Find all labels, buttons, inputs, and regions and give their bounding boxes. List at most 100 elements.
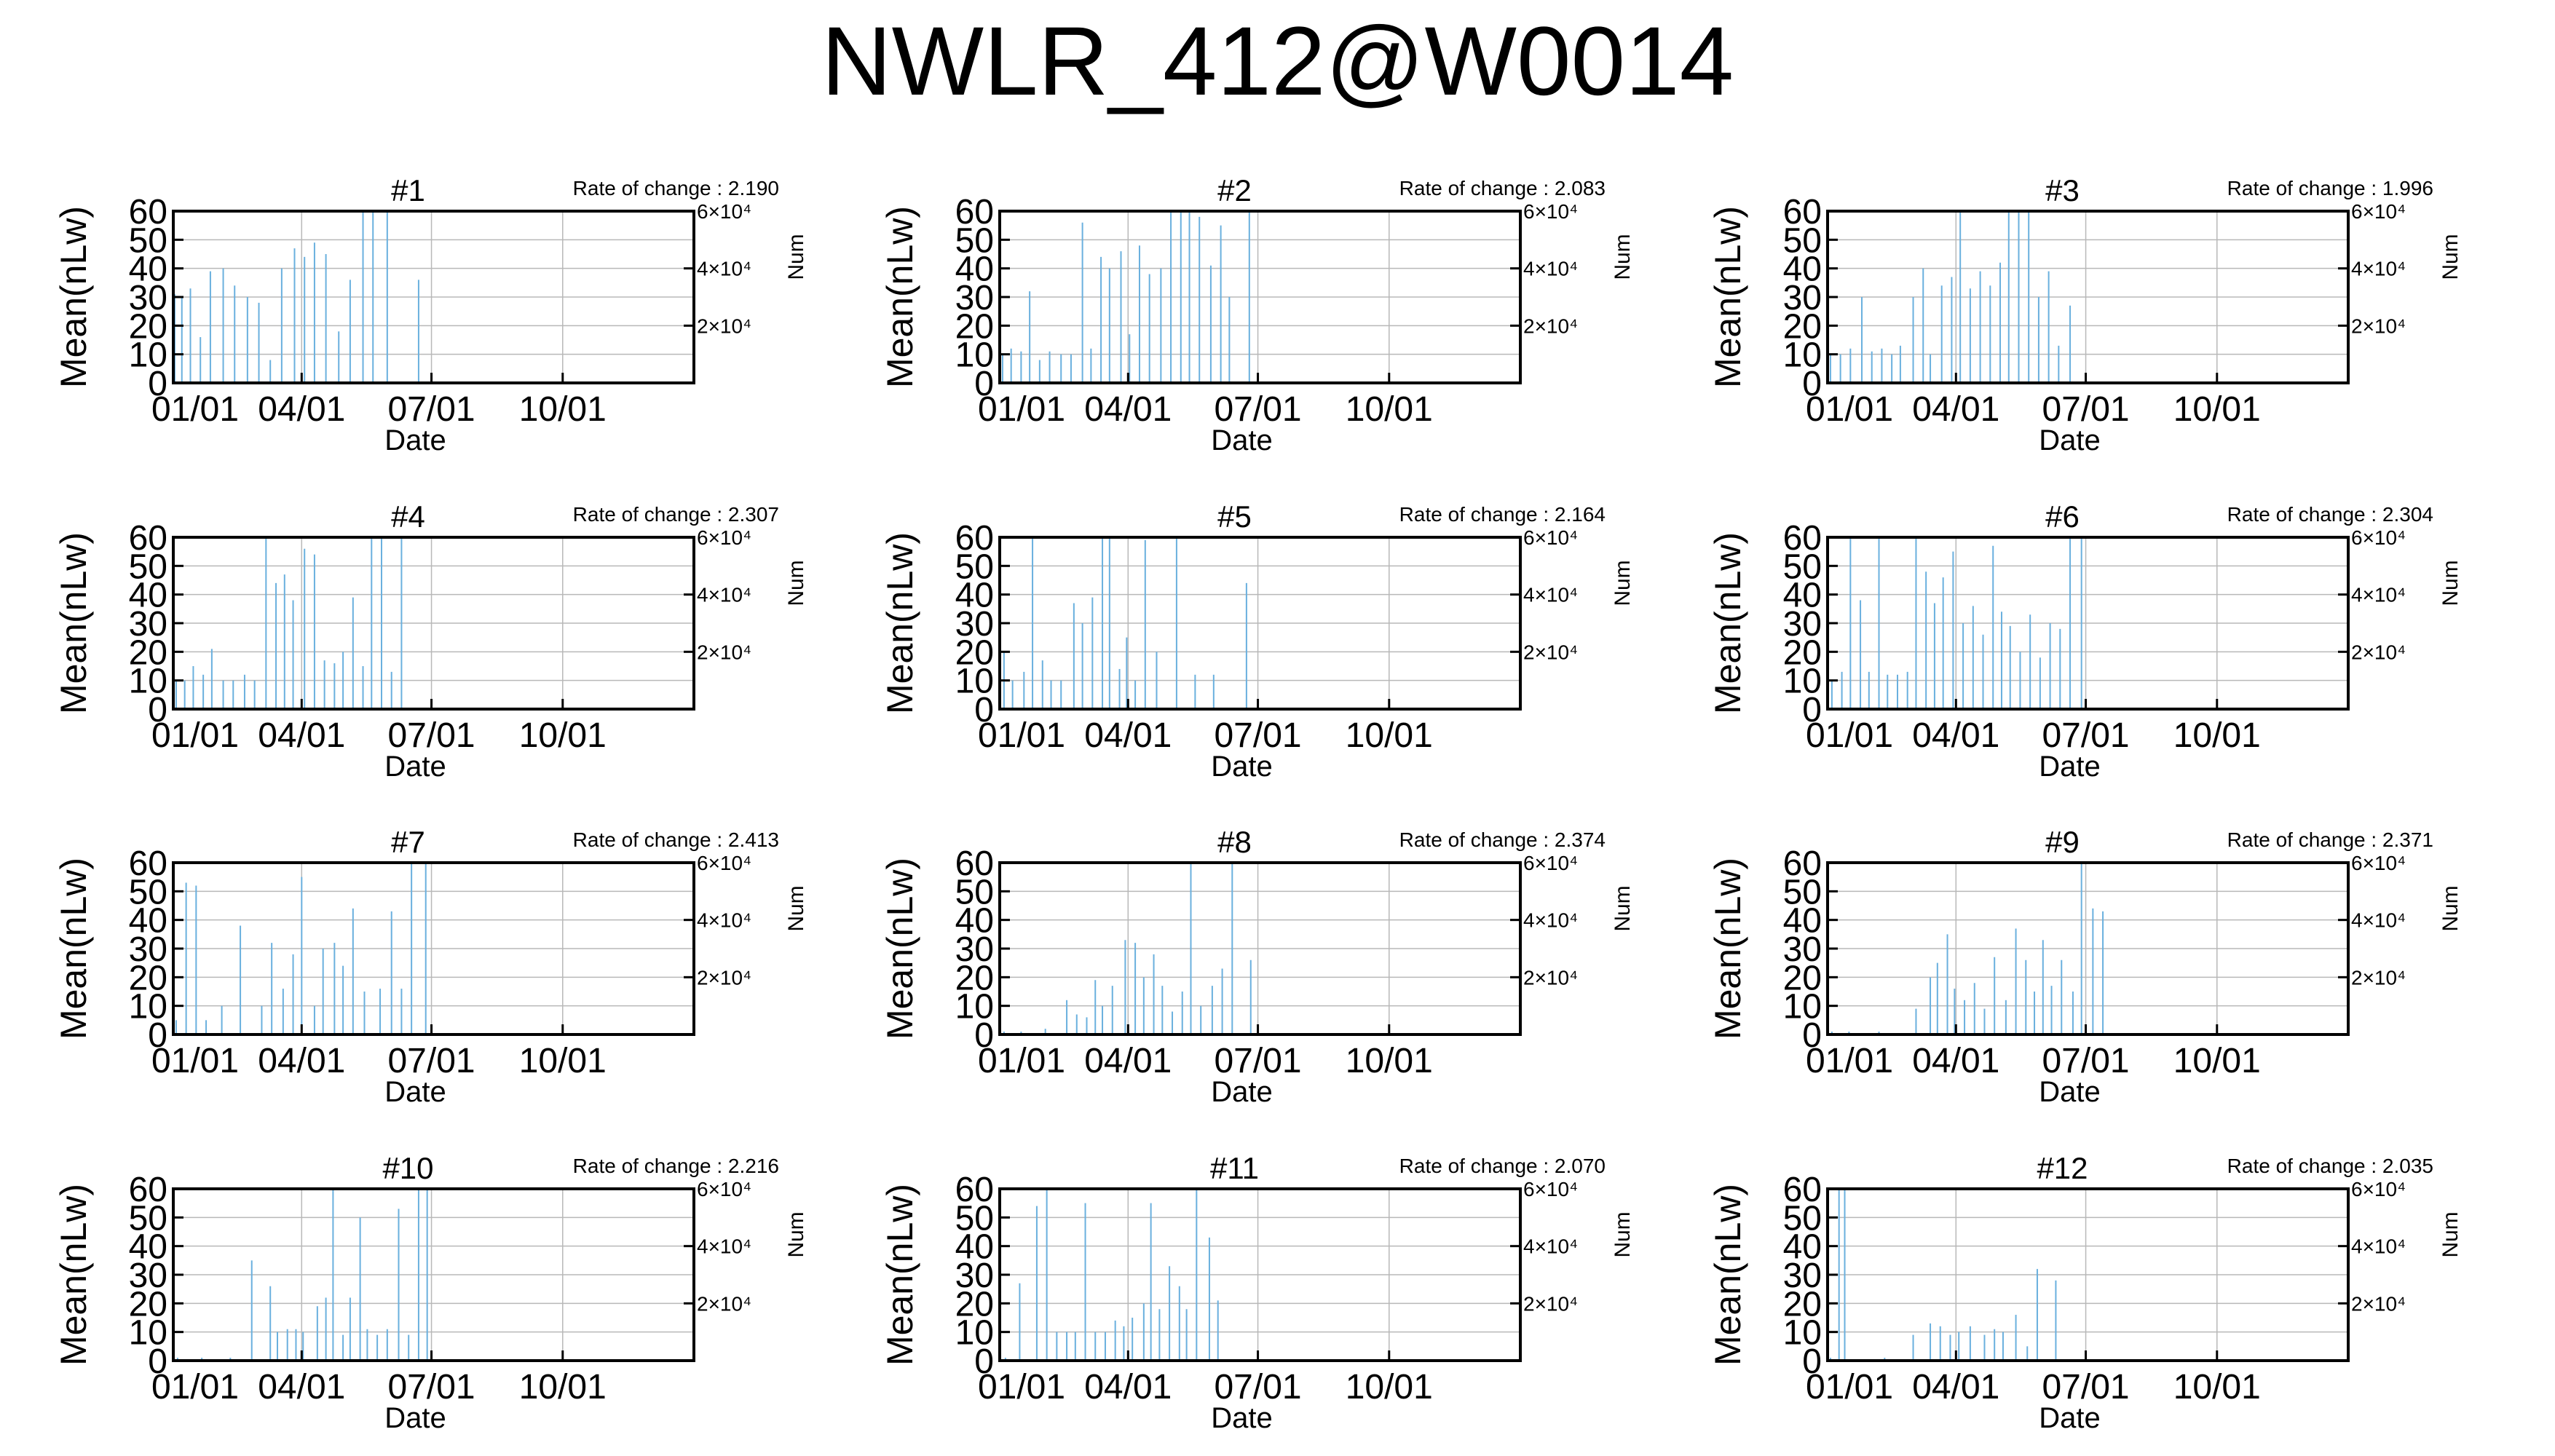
y-tick-label: 10 <box>1783 1314 1822 1353</box>
y-tick-label: 40 <box>129 250 167 289</box>
y-tick-label: 50 <box>1783 873 1822 911</box>
y-axis-label: Mean(nLw) <box>880 858 920 1040</box>
x-tick-label: 04/01 <box>258 716 345 755</box>
x-tick-label: 04/01 <box>258 1042 345 1080</box>
y-tick-label: 10 <box>1783 336 1822 375</box>
y-tick-label: 10 <box>129 336 167 375</box>
y-tick-label: 50 <box>1783 547 1822 586</box>
y-tick-label: 30 <box>1783 605 1822 644</box>
y2-tick-label: 2×10⁴ <box>2351 314 2406 337</box>
x-tick-label: 07/01 <box>387 716 475 755</box>
y-tick-label: 10 <box>955 988 994 1026</box>
rate-of-change: Rate of change : 2.374 <box>1399 828 1606 851</box>
y2-axis-label: Num <box>784 560 808 606</box>
x-axis-label: Date <box>1211 1076 1273 1108</box>
y2-tick-label: 4×10⁴ <box>2351 909 2406 932</box>
y-tick-label: 20 <box>129 959 167 997</box>
y-tick-label: 20 <box>1783 307 1822 346</box>
y-tick-label: 60 <box>955 519 994 558</box>
x-tick-label: 07/01 <box>2042 1042 2129 1080</box>
y2-axis-label: Num <box>784 885 808 931</box>
x-tick-label: 07/01 <box>1214 1368 1301 1406</box>
y-axis-label: Mean(nLw) <box>880 1184 920 1366</box>
y-tick-label: 50 <box>955 873 994 911</box>
x-tick-label: 07/01 <box>387 1368 475 1406</box>
panel-title: #8 <box>1217 825 1252 859</box>
x-axis-label: Date <box>2039 424 2101 456</box>
y2-axis-label: Num <box>2438 1211 2463 1257</box>
y-tick-label: 10 <box>129 662 167 701</box>
panel-title: #4 <box>391 499 425 534</box>
y2-tick-label: 4×10⁴ <box>1523 584 1578 606</box>
y2-tick-label: 6×10⁴ <box>1523 1178 1578 1200</box>
x-tick-label: 10/01 <box>519 1368 607 1406</box>
x-tick-label: 01/01 <box>978 1368 1065 1406</box>
y-tick-label: 30 <box>129 930 167 969</box>
y-tick-label: 40 <box>955 1228 994 1267</box>
y2-tick-label: 4×10⁴ <box>2351 1235 2406 1258</box>
x-axis-label: Date <box>1211 751 1273 783</box>
y-tick-label: 30 <box>1783 1257 1822 1295</box>
y-tick-label: 40 <box>955 250 994 289</box>
y-tick-label: 20 <box>129 1285 167 1324</box>
x-tick-label: 10/01 <box>1346 390 1433 429</box>
y-tick-label: 30 <box>955 279 994 317</box>
y2-tick-label: 4×10⁴ <box>697 584 751 606</box>
y-tick-label: 10 <box>955 336 994 375</box>
y2-tick-label: 6×10⁴ <box>697 526 751 549</box>
y-tick-label: 60 <box>129 519 167 558</box>
y-axis-label: Mean(nLw) <box>880 532 920 714</box>
y2-tick-label: 6×10⁴ <box>1523 852 1578 874</box>
y2-axis-label: Num <box>2438 234 2463 280</box>
x-tick-label: 01/01 <box>151 716 239 755</box>
y-axis-label: Mean(nLw) <box>53 1184 94 1366</box>
x-tick-label: 01/01 <box>978 1042 1065 1080</box>
y2-tick-label: 2×10⁴ <box>2351 641 2406 663</box>
rate-of-change: Rate of change : 2.304 <box>2227 503 2433 526</box>
y-tick-label: 20 <box>129 307 167 346</box>
rate-of-change: Rate of change : 2.190 <box>573 177 779 199</box>
rate-of-change: Rate of change : 2.083 <box>1399 177 1606 199</box>
x-tick-label: 10/01 <box>2173 1042 2261 1080</box>
x-tick-label: 10/01 <box>1346 716 1433 755</box>
x-tick-label: 10/01 <box>519 1042 607 1080</box>
y-axis-label: Mean(nLw) <box>1707 532 1748 714</box>
x-axis-label: Date <box>2039 1076 2101 1108</box>
y-tick-label: 50 <box>129 221 167 260</box>
y-axis-label: Mean(nLw) <box>53 858 94 1040</box>
x-tick-label: 07/01 <box>1214 1042 1301 1080</box>
panel-title: #7 <box>391 825 425 859</box>
y-tick-label: 60 <box>955 844 994 883</box>
x-tick-label: 07/01 <box>2042 716 2129 755</box>
x-axis-label: Date <box>384 424 446 456</box>
y-tick-label: 50 <box>1783 221 1822 260</box>
x-axis-label: Date <box>384 1076 446 1108</box>
x-tick-label: 07/01 <box>2042 390 2129 429</box>
panel-title: #9 <box>2045 825 2080 859</box>
y-axis-label: Mean(nLw) <box>1707 1184 1748 1366</box>
x-tick-label: 10/01 <box>1346 1042 1433 1080</box>
main-title: NWLR_412@W0014 <box>821 7 1734 116</box>
y-tick-label: 20 <box>1783 633 1822 672</box>
y2-tick-label: 2×10⁴ <box>1523 966 1578 989</box>
y2-tick-label: 6×10⁴ <box>697 200 751 223</box>
panel-title: #1 <box>391 173 425 207</box>
x-axis-label: Date <box>384 751 446 783</box>
y-tick-label: 20 <box>955 959 994 997</box>
x-tick-label: 07/01 <box>1214 716 1301 755</box>
y-tick-label: 40 <box>955 902 994 941</box>
y2-tick-label: 4×10⁴ <box>2351 584 2406 606</box>
x-tick-label: 04/01 <box>1912 1042 1999 1080</box>
y-tick-label: 30 <box>129 1257 167 1295</box>
x-tick-label: 01/01 <box>151 1042 239 1080</box>
y-tick-label: 30 <box>1783 930 1822 969</box>
y-tick-label: 60 <box>1783 1171 1822 1209</box>
y2-tick-label: 6×10⁴ <box>697 1178 751 1200</box>
x-tick-label: 10/01 <box>2173 716 2261 755</box>
y-tick-label: 50 <box>129 547 167 586</box>
y-tick-label: 10 <box>1783 988 1822 1026</box>
y-tick-label: 10 <box>1783 662 1822 701</box>
y-tick-label: 0 <box>974 365 994 403</box>
